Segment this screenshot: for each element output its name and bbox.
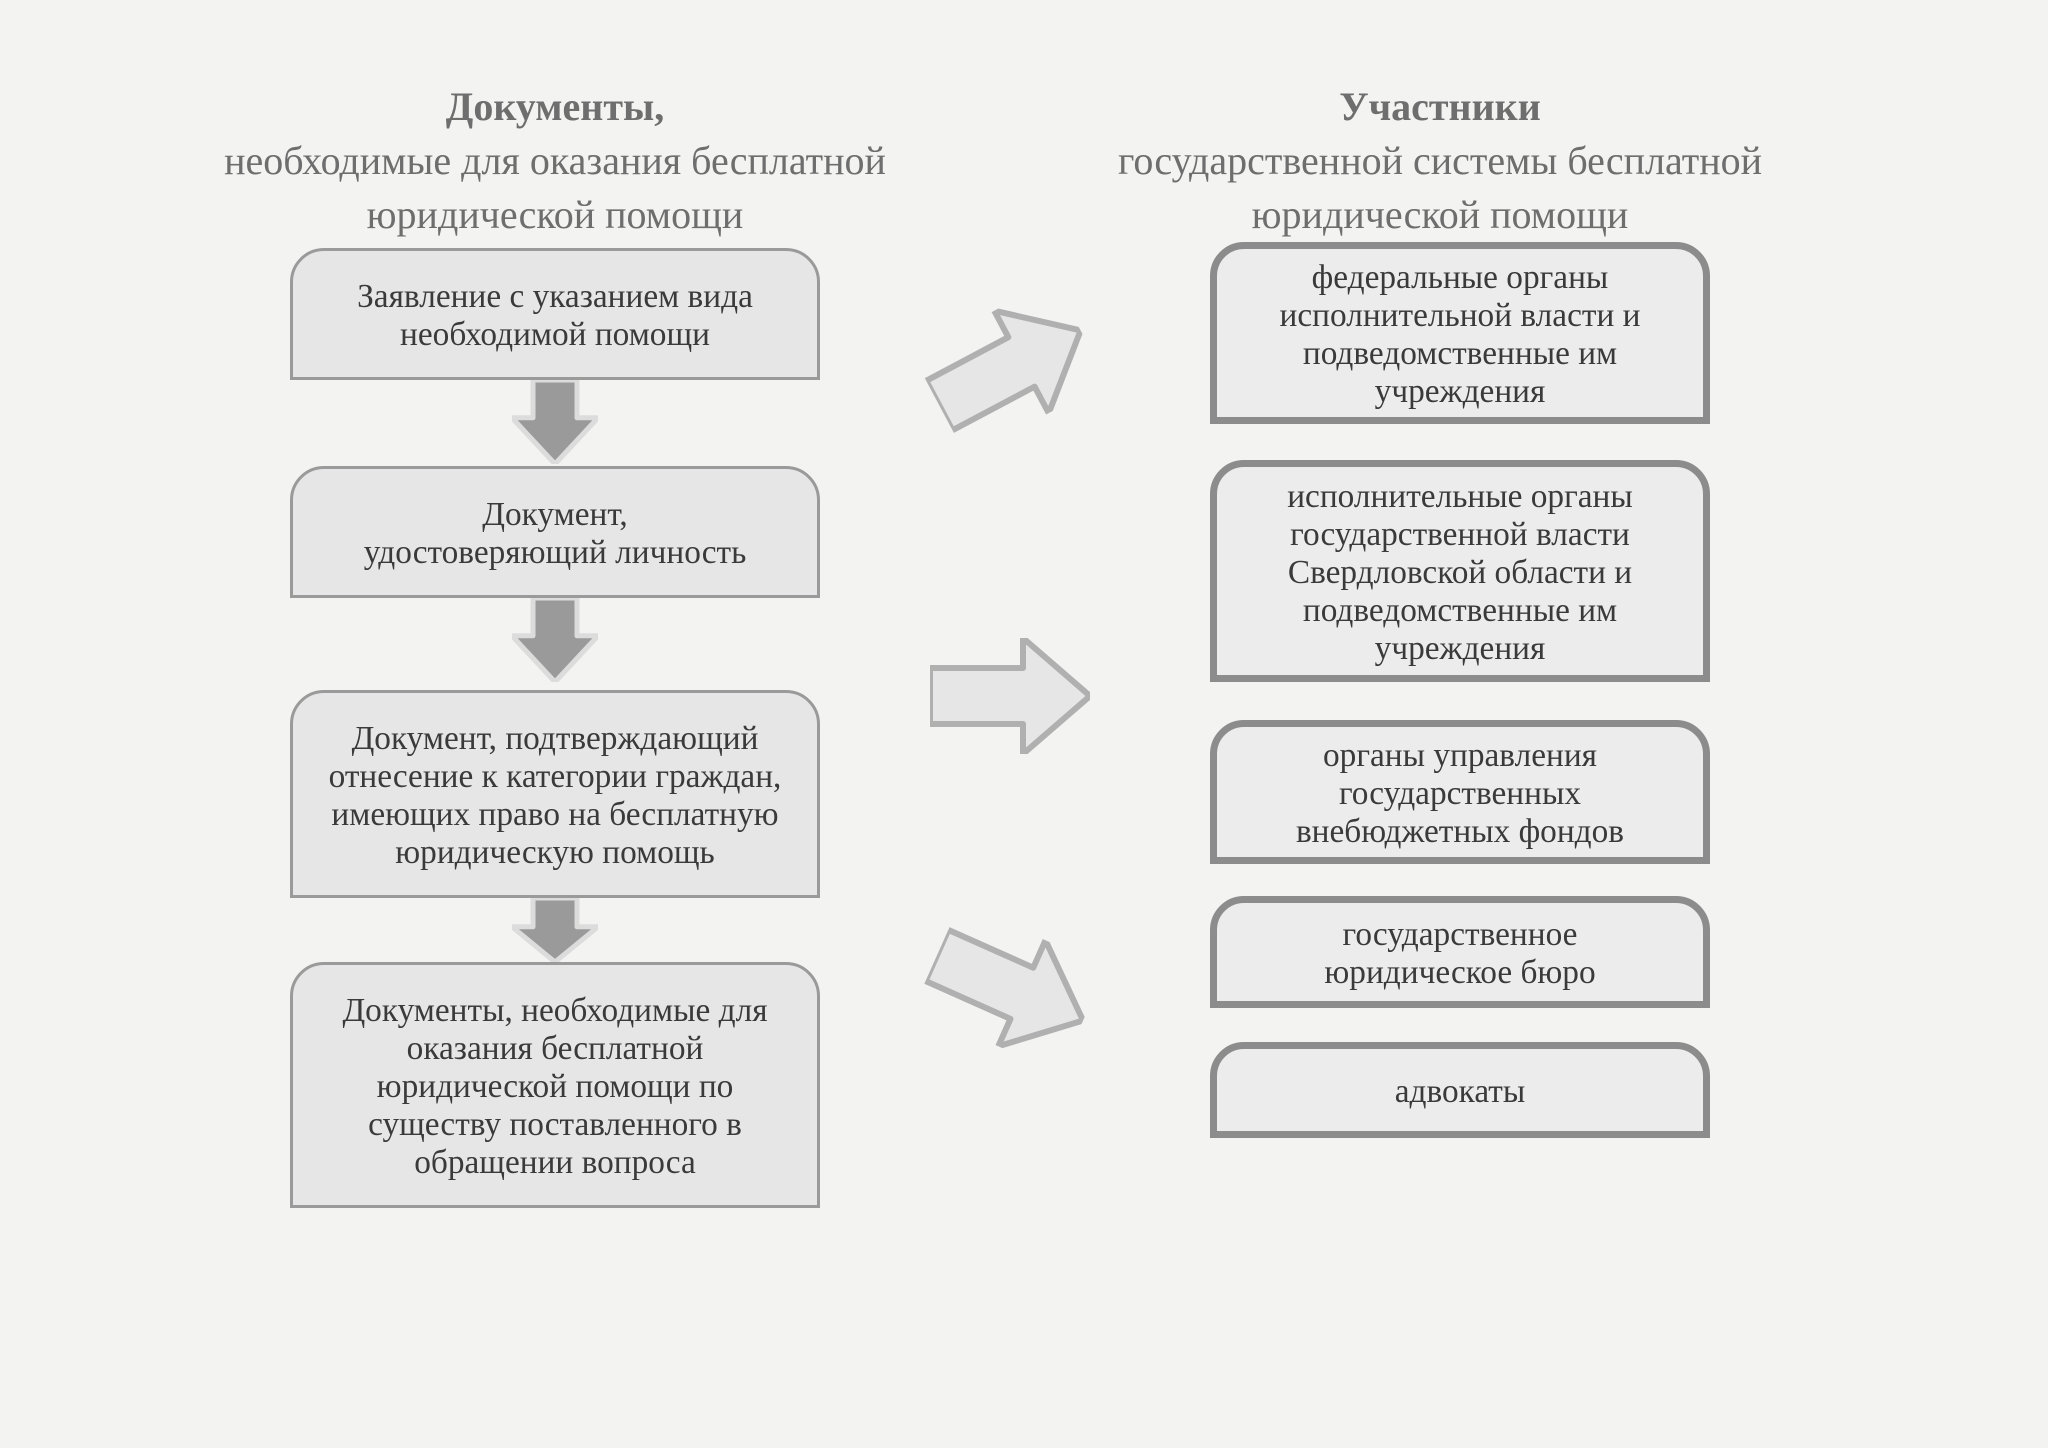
- right-heading-bold: Участники: [1070, 80, 1810, 134]
- docs-box-2-text: Документ,удостоверяющий личность: [364, 496, 747, 572]
- left-heading-line-2: юридической помощи: [195, 188, 915, 242]
- docs-box-3-text: Документ, подтверждающий отнесение к кат…: [327, 720, 783, 872]
- down-arrow-icon: [512, 380, 598, 469]
- right-heading-line-1: государственной системы бесплатной: [1070, 134, 1810, 188]
- docs-box-1: Заявление с указанием вида необходимой п…: [290, 248, 820, 380]
- left-column-heading: Документы, необходимые для оказания бесп…: [195, 80, 915, 242]
- docs-box-1-text: Заявление с указанием вида необходимой п…: [327, 278, 783, 354]
- docs-box-4-text: Документы, необходимые для оказания бесп…: [327, 992, 783, 1182]
- down-arrow-icon: [512, 598, 598, 687]
- docs-box-2: Документ,удостоверяющий личность: [290, 466, 820, 598]
- participant-box-1-text: федеральные органы исполнительной власти…: [1247, 259, 1673, 411]
- right-heading-line-2: юридической помощи: [1070, 188, 1810, 242]
- left-heading-bold: Документы,: [195, 80, 915, 134]
- right-arrow-icon: [930, 638, 1090, 754]
- participant-box-5-text: адвокаты: [1395, 1073, 1526, 1111]
- participant-box-5: адвокаты: [1210, 1042, 1710, 1138]
- down-arrow-icon: [512, 898, 598, 967]
- docs-box-4: Документы, необходимые для оказания бесп…: [290, 962, 820, 1208]
- right-column-heading: Участники государственной системы беспла…: [1070, 80, 1810, 242]
- docs-box-3: Документ, подтверждающий отнесение к кат…: [290, 690, 820, 898]
- left-heading-line-1: необходимые для оказания бесплатной: [195, 134, 915, 188]
- participant-box-1: федеральные органы исполнительной власти…: [1210, 242, 1710, 424]
- participant-box-3: органы управления государственных внебюд…: [1210, 720, 1710, 864]
- participant-box-2: исполнительные органы государственной вл…: [1210, 460, 1710, 682]
- participant-box-4: государственное юридическое бюро: [1210, 896, 1710, 1008]
- participant-box-4-text: государственное юридическое бюро: [1247, 916, 1673, 992]
- participant-box-3-text: органы управления государственных внебюд…: [1247, 737, 1673, 851]
- participant-box-2-text: исполнительные органы государственной вл…: [1247, 478, 1673, 668]
